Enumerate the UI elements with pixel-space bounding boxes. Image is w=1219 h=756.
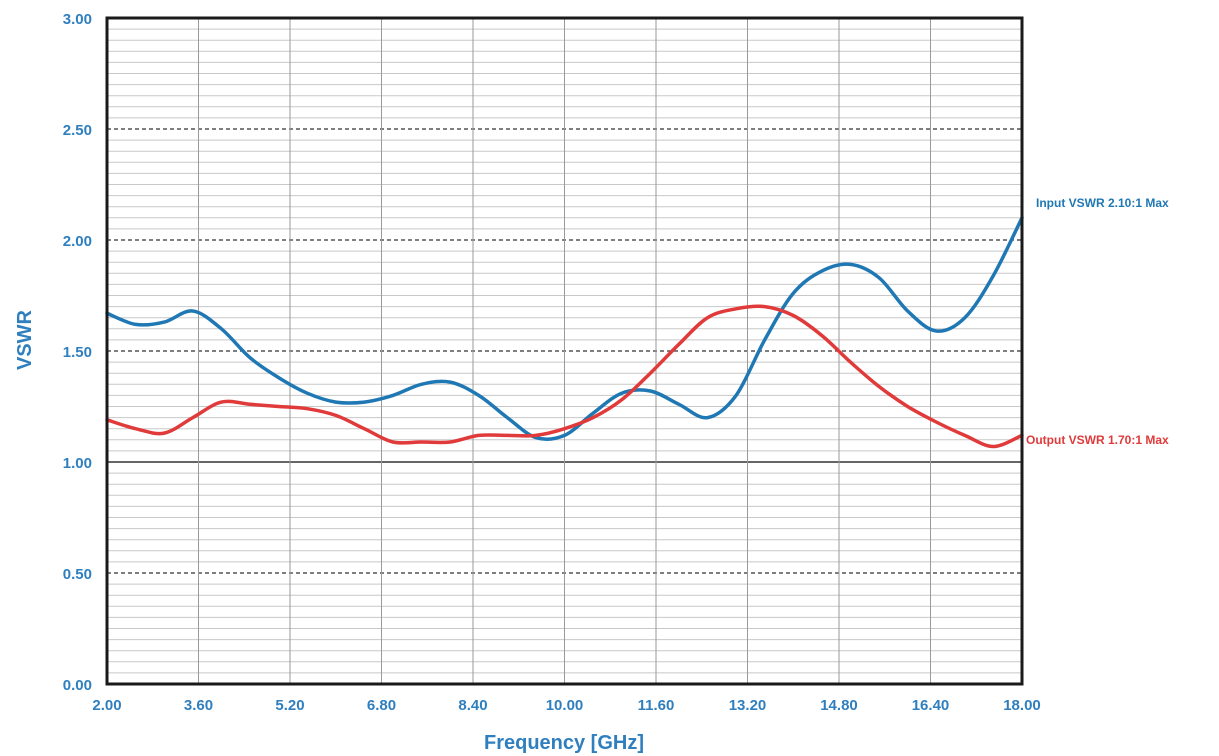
x-tick-label: 5.20 [275,697,304,714]
x-axis-title: Frequency [GHz] [484,732,644,754]
y-axis-title: VSWR [14,309,36,370]
y-tick-label: 3.00 [63,11,92,28]
x-tick-label: 3.60 [184,697,213,714]
x-tick-label: 10.00 [546,697,584,714]
x-tick-label: 18.00 [1003,697,1041,714]
x-tick-label: 8.40 [458,697,487,714]
x-tick-label: 14.80 [820,697,858,714]
series-layer [105,216,1024,449]
y-tick-labels: 0.00 0.50 1.00 1.50 2.00 2.50 3.00 [63,11,92,694]
x-tick-labels: 2.00 3.60 5.20 6.80 8.40 10.00 11.60 13.20 14.80… [92,697,1040,714]
x-tick-label: 16.40 [912,697,950,714]
x-tick-label: 6.80 [367,697,396,714]
x-tick-label: 11.60 [638,697,675,714]
y-tick-label: 0.00 [63,677,92,694]
input-vswr-line [105,216,1024,441]
output-vswr-line [105,304,1024,449]
output-vswr-label: Output VSWR 1.70:1 Max [1026,433,1169,447]
y-tick-label: 2.50 [63,122,92,139]
plot-frame [105,16,1024,686]
major-gridlines [107,18,1022,684]
y-tick-label: 1.50 [63,344,92,361]
x-tick-label: 13.20 [729,697,767,714]
y-tick-label: 2.00 [63,233,92,250]
y-tick-label: 1.00 [63,455,92,472]
x-tick-label: 2.00 [92,697,121,714]
input-vswr-label: Input VSWR 2.10:1 Max [1036,196,1169,210]
y-tick-label: 0.50 [63,566,92,583]
series-labels: Input VSWR 2.10:1 Max Output VSWR 1.70:1 … [1026,196,1169,447]
